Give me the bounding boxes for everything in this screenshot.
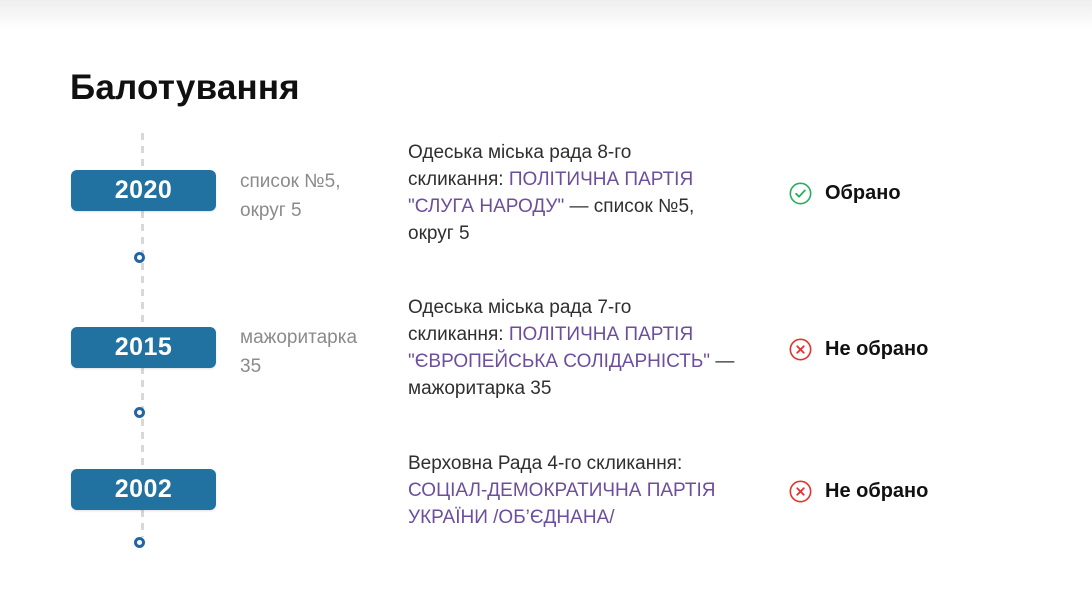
election-status: Не обрано <box>789 335 928 363</box>
election-description: Одеська міська рада 7-го скликання: ПОЛІ… <box>408 294 788 402</box>
year-badge: 2002 <box>71 469 216 510</box>
description-text: — мажоритарка 35 <box>408 351 735 399</box>
party-link[interactable]: ПОЛІТИЧНА ПАРТІЯ "ЄВРОПЕЙСЬКА СОЛІДАРНІС… <box>408 324 711 372</box>
year-label: 2015 <box>114 333 173 361</box>
year-label: 2002 <box>114 475 173 503</box>
party-link[interactable]: ПОЛІТИЧНА ПАРТІЯ "СЛУГА НАРОДУ" <box>408 169 694 217</box>
election-status: Обрано <box>789 179 901 207</box>
description-text: Одеська міська рада 7-го скликання: <box>408 297 632 345</box>
party-link[interactable]: СОЦІАЛ-ДЕМОКРАТИЧНА ПАРТІЯ УКРАЇНИ /ОБ’Є… <box>408 480 716 528</box>
year-badge: 2015 <box>71 327 216 368</box>
election-description: Верховна Рада 4-го скликання: СОЦІАЛ-ДЕМ… <box>408 450 788 531</box>
year-label: 2020 <box>114 176 173 204</box>
status-label: Обрано <box>825 181 901 204</box>
election-description: Одеська міська рада 8-го скликання: ПОЛІ… <box>408 139 788 247</box>
description-text: Одеська міська рада 8-го скликання: <box>408 142 632 190</box>
check-circle-icon <box>789 182 812 205</box>
mandate-qualifier: мажоритарка 35 <box>240 327 358 377</box>
page-title: Балотування <box>70 68 300 107</box>
timeline-node-icon <box>134 407 145 418</box>
x-circle-icon <box>789 480 812 503</box>
description-text: Верховна Рада 4-го скликання: <box>408 453 683 474</box>
election-status: Не обрано <box>789 477 928 505</box>
status-label: Не обрано <box>825 337 929 360</box>
x-circle-icon <box>789 338 812 361</box>
description-text: — список №5, округ 5 <box>408 196 695 244</box>
status-label: Не обрано <box>825 479 929 502</box>
mandate-qualifier: список №5, округ 5 <box>240 171 341 221</box>
timeline-node-icon <box>134 537 145 548</box>
year-badge: 2020 <box>71 170 216 211</box>
timeline-node-icon <box>134 252 145 263</box>
